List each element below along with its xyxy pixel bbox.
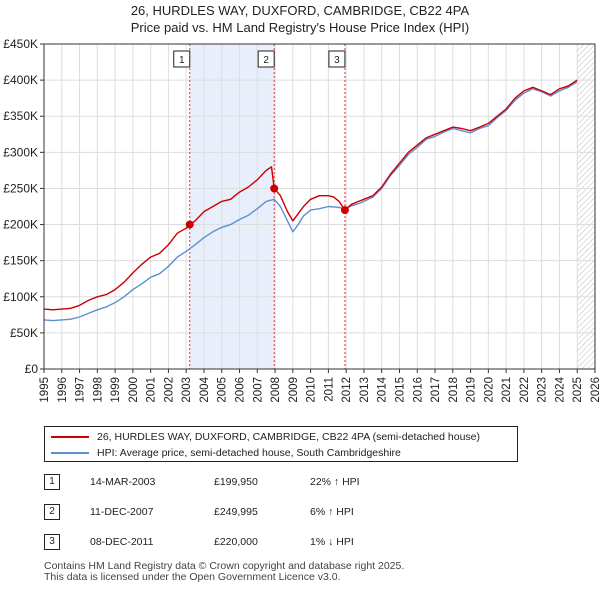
x-tick-label: 2004 [199,376,211,402]
x-tick-label: 2000 [128,377,140,403]
plot-border [43,43,596,370]
x-tick-label: 2005 [217,377,229,403]
x-tick-label: 2003 [181,377,193,403]
series-line-property [43,79,578,311]
x-tick-label: 2010 [306,377,318,403]
y-tick-label: £100K [3,290,38,304]
x-tick-label: 2015 [394,377,406,403]
x-tick-label: 2018 [448,377,460,403]
x-tick-label: 2008 [270,377,282,403]
y-tick-label: £300K [3,145,38,159]
sale-marker-dot [270,184,279,193]
sale-hpi-diff: 1% ↓ HPI [310,536,354,548]
x-tick-label: 2021 [501,377,513,403]
x-tick-label: 2009 [288,377,300,403]
sale-date: 11-DEC-2007 [90,506,154,518]
sale-marker-label: 1 [179,55,185,66]
x-tick-label: 2023 [537,377,549,403]
sale-number: 1 [44,474,60,490]
x-tick-label: 2013 [359,377,371,403]
legend-item-hpi: HPI: Average price, semi-detached house,… [51,445,401,461]
x-tick-label: 2014 [377,376,389,402]
sale-row-1: 1 14-MAR-2003 £199,950 22% ↑ HPI [44,472,464,492]
x-tick-label: 2025 [572,377,584,403]
sale-marker-box [257,50,275,68]
sale-price: £220,000 [214,536,258,548]
x-tick-label: 1995 [39,377,51,403]
x-tick-label: 1999 [110,377,122,403]
legend-label-hpi: HPI: Average price, semi-detached house,… [97,447,401,459]
footer-licence: This data is licensed under the Open Gov… [44,571,341,583]
plot-area [44,44,595,369]
sale-price: £249,995 [214,506,258,518]
x-tick-label: 2026 [590,377,600,403]
chart-title-line2: Price paid vs. HM Land Registry's House … [130,20,470,35]
legend-label-property: 26, HURDLES WAY, DUXFORD, CAMBRIDGE, CB2… [97,431,480,443]
sale-price: £199,950 [214,476,258,488]
x-tick-label: 2007 [252,377,264,403]
sale-row-3: 3 08-DEC-2011 £220,000 1% ↓ HPI [44,532,464,552]
price-chart: 1 2 3 £0 £50K £100K £150K £200K £250K £300K £350K… [3,37,600,403]
footer-copyright: Contains HM Land Registry data © Crown c… [44,560,405,572]
sale-number: 2 [44,504,60,520]
sale-date: 08-DEC-2011 [90,536,154,548]
chart-title-line1: 26, HURDLES WAY, DUXFORD, CAMBRIDGE, CB2… [130,3,470,18]
series-line-hpi [43,81,578,322]
x-tick-label: 1996 [57,377,69,403]
x-tick-label: 2012 [341,377,353,403]
legend-swatch-red [51,436,89,439]
y-tick-label: £0 [25,362,39,376]
y-tick-label: £150K [3,254,38,268]
x-tick-label: 2024 [554,376,566,402]
x-tick-label: 1998 [92,377,104,403]
y-tick-label: £50K [10,326,38,340]
x-tick-label: 2019 [466,377,478,403]
future-hatch [577,44,595,369]
x-tick-label: 2002 [163,377,175,403]
legend-item-property: 26, HURDLES WAY, DUXFORD, CAMBRIDGE, CB2… [51,429,480,445]
sale-number: 3 [44,534,60,550]
y-tick-label: £350K [3,109,38,123]
sale-hpi-diff: 6% ↑ HPI [310,506,354,518]
sale-row-2: 2 11-DEC-2007 £249,995 6% ↑ HPI [44,502,464,522]
legend-swatch-blue [51,452,89,455]
sale-marker-box [173,50,191,68]
sale-marker-label: 2 [263,55,269,66]
shaded-period [189,44,275,369]
x-tick-label: 2022 [519,377,531,403]
legend: 26, HURDLES WAY, DUXFORD, CAMBRIDGE, CB2… [44,426,518,462]
sale-marker-dot [340,206,349,215]
sale-date: 14-MAR-2003 [90,476,156,488]
y-tick-label: £250K [3,181,38,195]
sale-marker-label: 3 [334,55,340,66]
sale-hpi-diff: 22% ↑ HPI [310,476,360,488]
x-tick-label: 2020 [483,377,495,403]
x-tick-label: 2011 [323,377,335,402]
x-tick-label: 2016 [412,377,424,403]
x-tick-label: 2006 [235,377,247,403]
sale-marker-dot [185,220,194,229]
y-tick-label: £400K [3,73,38,87]
x-tick-label: 2001 [146,377,158,403]
sale-marker-box [328,50,346,68]
y-tick-label: £200K [3,218,38,232]
x-tick-label: 2017 [430,377,442,403]
y-tick-label: £450K [3,37,38,51]
x-tick-label: 1997 [75,377,87,403]
